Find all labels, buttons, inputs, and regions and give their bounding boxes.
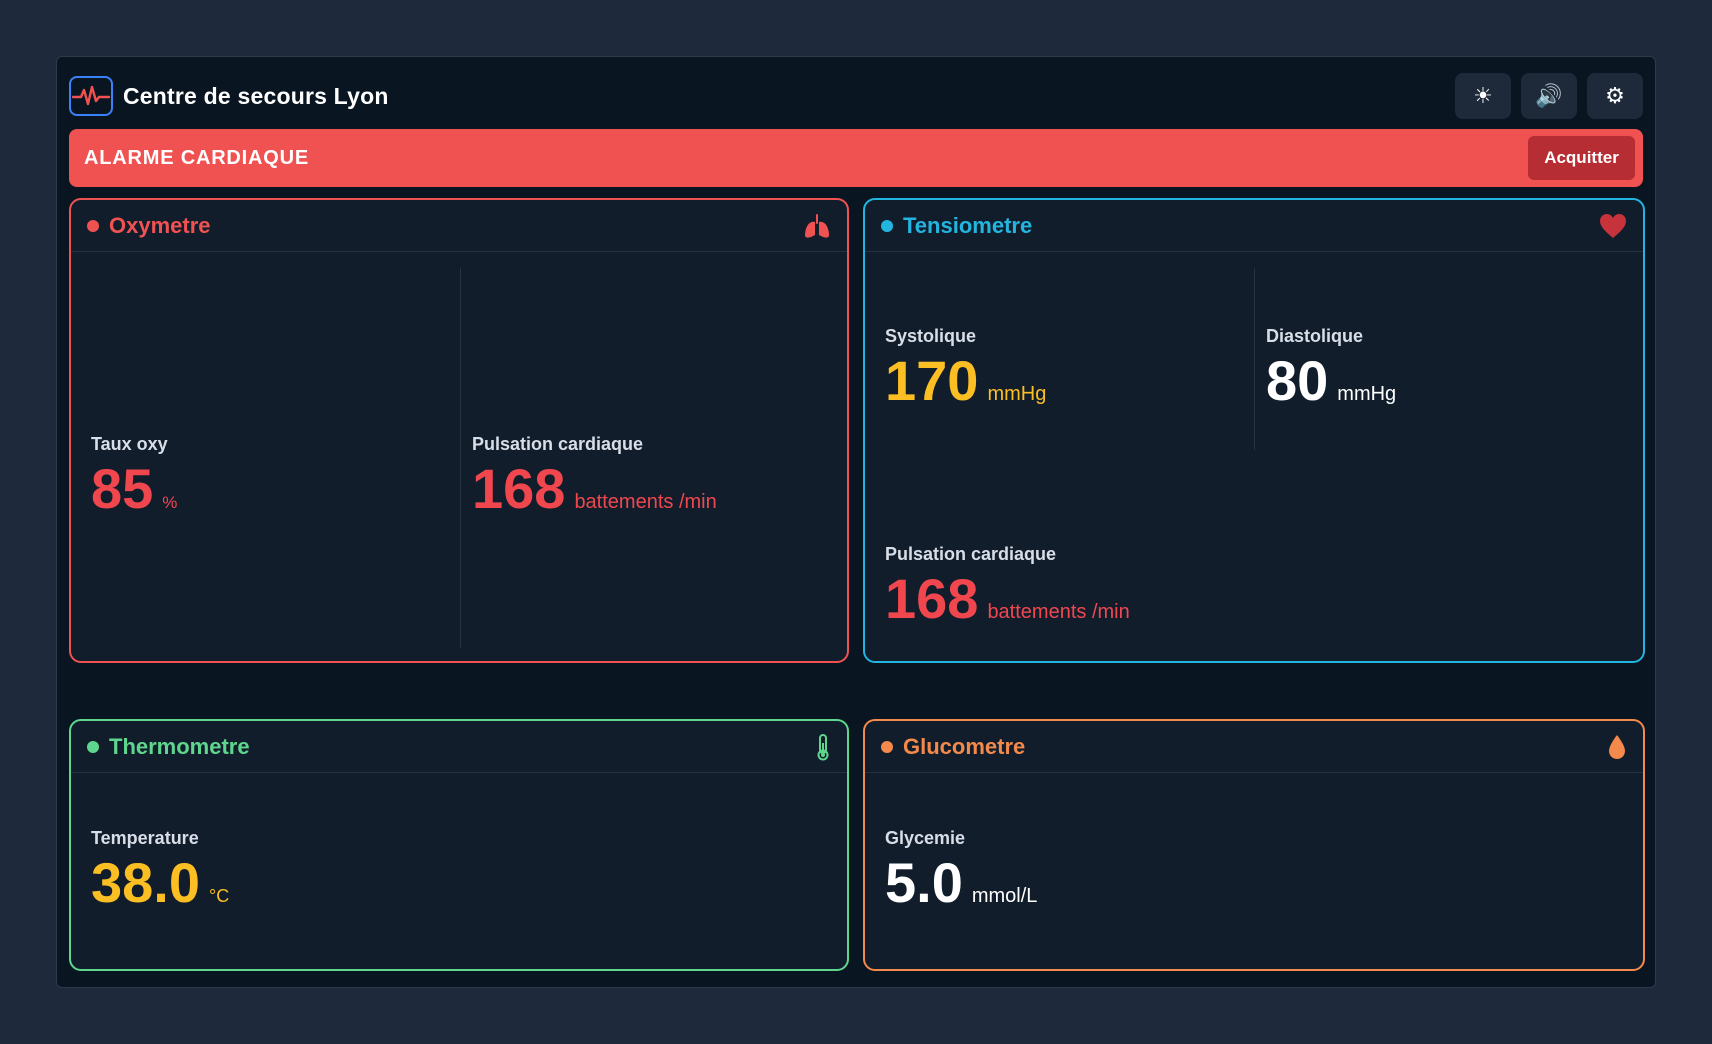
metric-value: 80 (1266, 349, 1329, 412)
metric-glycemia: Glycemie 5.0 mmol/L (885, 828, 1037, 911)
metric-systolic: Systolique 170 mmHg (885, 326, 1046, 409)
drop-icon (1607, 734, 1627, 760)
metric-diastolic: Diastolique 80 mmHg (1266, 326, 1396, 409)
metric-value: 38.0 (91, 851, 200, 914)
app-title: Centre de secours Lyon (123, 82, 389, 109)
card-glucometre: Glucometre Glycemie 5.0 mmol/L (863, 719, 1645, 971)
settings-button[interactable]: ⚙ (1587, 73, 1643, 119)
card-tensiometre: Tensiometre Systolique 170 mmHg Diastoli… (863, 198, 1645, 663)
metric-label: Taux oxy (91, 434, 168, 454)
card-title: Thermometre (109, 733, 250, 759)
sound-button[interactable]: 🔊 (1521, 73, 1577, 119)
metric-label: Diastolique (1266, 326, 1364, 346)
metric-unit: mmol/L (971, 885, 1038, 907)
status-dot (881, 219, 893, 232)
metric-value: 85 (91, 457, 154, 520)
heart-icon (1599, 213, 1627, 239)
metric-unit: mmHg (1337, 383, 1397, 405)
card-title: Oxymetre (109, 212, 211, 238)
acknowledge-button[interactable]: Acquitter (1528, 136, 1635, 180)
metric-divider (1254, 268, 1255, 450)
thermometer-icon (815, 733, 831, 761)
card-thermometre: Thermometre Temperature 38.0 °C (69, 719, 849, 971)
status-dot (87, 219, 99, 232)
status-dot (881, 740, 893, 753)
metric-label: Systolique (885, 326, 977, 346)
card-header: Oxymetre (71, 200, 847, 252)
metric-value: 5.0 (885, 851, 963, 914)
metric-spo2: Taux oxy 85 % (91, 434, 177, 517)
metric-unit: °C (209, 886, 230, 906)
brightness-button[interactable]: ☀ (1455, 73, 1511, 119)
metric-label: Glycemie (885, 828, 966, 848)
header-actions: ☀ 🔊 ⚙ (1455, 73, 1643, 119)
metric-value: 168 (472, 457, 566, 520)
metric-unit: mmHg (987, 383, 1047, 405)
metric-unit: % (162, 493, 178, 512)
metric-divider (460, 268, 461, 648)
status-dot (87, 740, 99, 753)
alarm-text: ALARME CARDIAQUE (84, 146, 310, 169)
speaker-icon: 🔊 (1535, 83, 1563, 108)
lungs-icon (803, 212, 831, 240)
metric-temperature: Temperature 38.0 °C (91, 828, 229, 911)
card-header: Glucometre (865, 721, 1643, 773)
metric-value: 168 (885, 567, 979, 630)
metric-label: Temperature (91, 828, 199, 848)
app-header: Centre de secours Lyon ☀ 🔊 ⚙ (69, 73, 1643, 119)
gear-icon: ⚙ (1605, 83, 1625, 108)
heartbeat-logo-icon (69, 76, 113, 116)
card-title: Glucometre (903, 733, 1026, 759)
monitor-window: Centre de secours Lyon ☀ 🔊 ⚙ ALARME CARD… (56, 56, 1656, 988)
card-header: Thermometre (71, 721, 847, 773)
metric-heart-rate: Pulsation cardiaque 168 battements /min (472, 434, 717, 517)
metric-heart-rate: Pulsation cardiaque 168 battements /min (885, 544, 1130, 627)
metric-label: Pulsation cardiaque (885, 544, 1057, 564)
metric-unit: battements /min (987, 601, 1130, 623)
card-header: Tensiometre (865, 200, 1643, 252)
card-title: Tensiometre (903, 212, 1033, 238)
metric-unit: battements /min (574, 491, 717, 513)
brightness-icon: ☀ (1473, 83, 1493, 108)
card-oxymetre: Oxymetre Taux oxy 85 % Pulsation cardiaq… (69, 198, 849, 663)
alarm-banner: ALARME CARDIAQUE Acquitter (69, 129, 1643, 187)
metric-label: Pulsation cardiaque (472, 434, 644, 454)
metric-value: 170 (885, 349, 979, 412)
